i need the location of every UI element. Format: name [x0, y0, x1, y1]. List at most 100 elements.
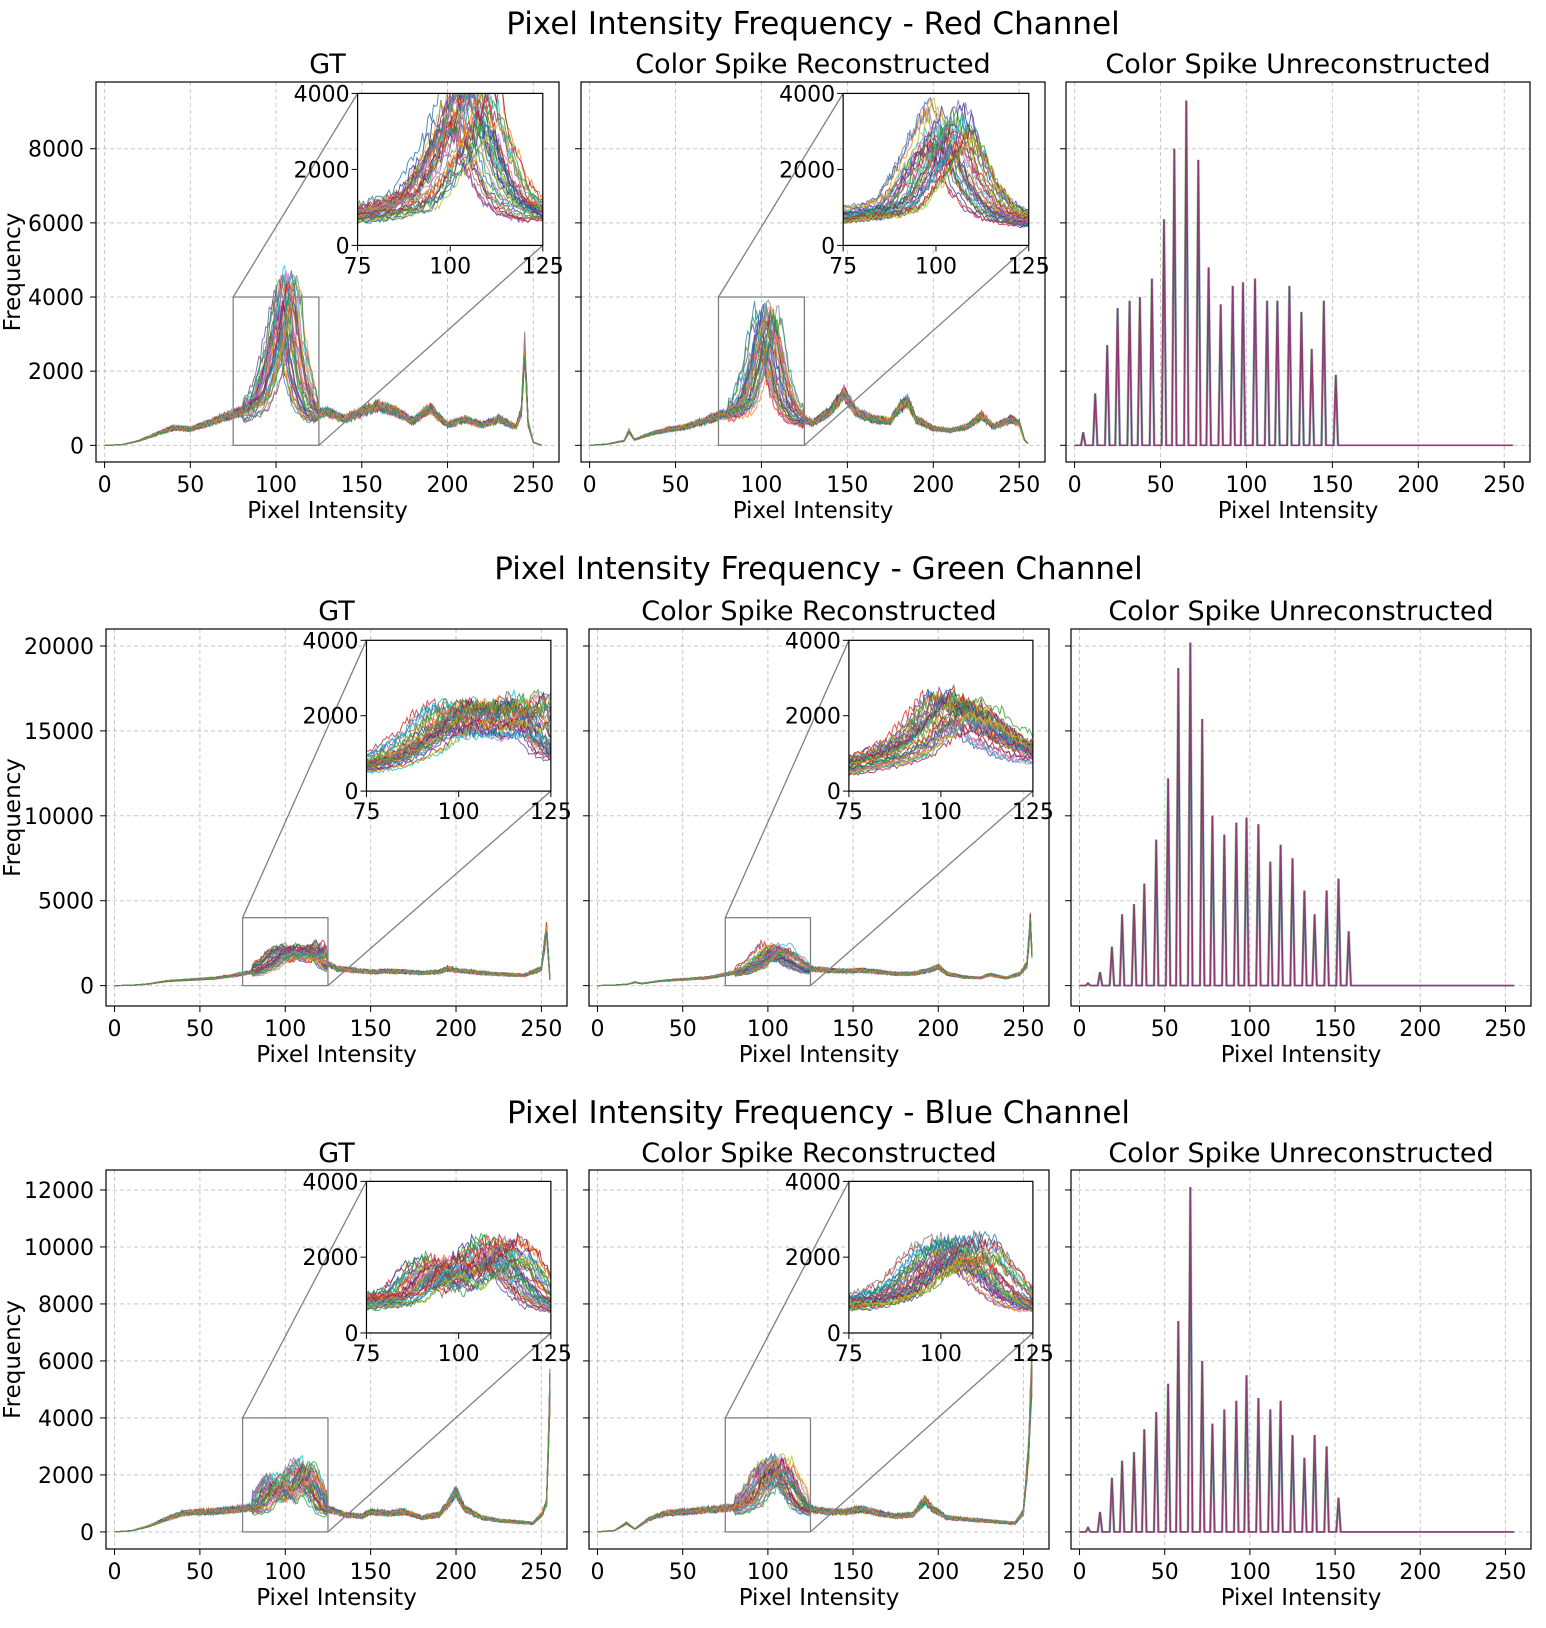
- x-tick-label: 0: [591, 1017, 605, 1042]
- series-line: [597, 1356, 1033, 1533]
- y-tick-label: 4000: [38, 1407, 94, 1432]
- series-line: [114, 1390, 551, 1533]
- inset-y-tick-label: 4000: [302, 629, 358, 654]
- y-tick-label: 10000: [24, 805, 94, 830]
- zoom-connector: [327, 1332, 552, 1533]
- inset-y-tick-label: 4000: [785, 1170, 841, 1195]
- series-line: [597, 1354, 1033, 1533]
- series-line: [597, 1358, 1033, 1533]
- axes-frame: [105, 628, 568, 1007]
- panel-title: Color Spike Reconstructed: [635, 49, 990, 80]
- series-line: [104, 264, 543, 446]
- inset-series-line: [366, 1231, 551, 1301]
- x-axis-label: Pixel Intensity: [733, 498, 894, 524]
- inset-x-tick-label: 75: [352, 1342, 380, 1367]
- x-tick-label: 0: [591, 1560, 605, 1585]
- series-line: [597, 1356, 1033, 1533]
- x-tick-label: 50: [669, 1017, 697, 1042]
- data-series-group: [114, 922, 551, 987]
- inset-series-group: [366, 1231, 551, 1314]
- x-axis-label: Pixel Intensity: [256, 1585, 417, 1611]
- series-line: [114, 934, 551, 987]
- panel-gt: GT 0 50 100 150 200 250 0 2000 4000 6000 8000 Pixel …: [0, 49, 564, 524]
- channel-suptitle: Pixel Intensity Frequency - Blue Channel: [507, 1095, 1130, 1131]
- inset-series-line: [357, 118, 543, 224]
- inset-series-line: [366, 692, 551, 761]
- x-tick-label: 200: [917, 1560, 959, 1585]
- inset-y-tick-label: 0: [344, 780, 358, 805]
- series-line: [104, 275, 543, 446]
- inset-series-line: [848, 1252, 1033, 1308]
- series-line: [597, 1365, 1033, 1533]
- inset-x-tick-label: 125: [1012, 800, 1054, 825]
- x-tick-label: 100: [1229, 1017, 1271, 1042]
- inset-y-tick-label: 0: [827, 780, 841, 805]
- x-tick-label: 50: [186, 1017, 214, 1042]
- series-line: [597, 914, 1033, 987]
- inset-series-line: [848, 711, 1033, 774]
- zoom-connector: [810, 790, 1034, 987]
- inset-series-line: [848, 723, 1033, 776]
- inset-x-tick-label: 125: [530, 1342, 572, 1367]
- x-tick-label: 200: [427, 473, 469, 498]
- panel-unrecon: Color Spike Unreconstructed 0 50 100 150 200 2…: [1065, 1138, 1532, 1611]
- data-series-group: [104, 264, 543, 446]
- x-tick-label: 0: [583, 473, 597, 498]
- axes-frame: [588, 1169, 1050, 1550]
- y-tick-label: 15000: [24, 720, 94, 745]
- series-line: [114, 922, 551, 987]
- zoom-region-box: [232, 296, 320, 446]
- series-line: [114, 922, 551, 987]
- zoom-connector: [232, 93, 359, 298]
- x-tick-label: 150: [341, 473, 383, 498]
- x-tick-label: 250: [512, 473, 554, 498]
- panel-title: GT: [318, 596, 355, 627]
- inset-series-line: [848, 706, 1033, 772]
- x-tick-label: 250: [1002, 1017, 1044, 1042]
- series-line: [597, 1364, 1033, 1533]
- x-tick-label: 200: [917, 1017, 959, 1042]
- x-tick-label: 50: [176, 473, 204, 498]
- inset-x-tick-label: 100: [429, 254, 471, 279]
- x-tick-label: 200: [435, 1017, 477, 1042]
- axes-frame: [105, 1169, 568, 1550]
- series-line: [114, 928, 551, 987]
- inset-axes: 75 100 125 0 2000 4000: [294, 82, 564, 279]
- zoom-region-box: [241, 1417, 329, 1533]
- data-series-group: [1078, 1187, 1515, 1533]
- series-line: [589, 325, 1029, 446]
- inset-axes: 75 100 125 0 2000 4000: [779, 82, 1050, 279]
- series-line: [114, 931, 551, 987]
- zoom-connector: [717, 93, 844, 298]
- x-tick-label: 150: [1311, 473, 1353, 498]
- series-line: [597, 916, 1033, 987]
- panel-unrecon: Color Spike Unreconstructed 0 50 100 150 200 2…: [1060, 49, 1531, 524]
- inset-y-tick-label: 4000: [302, 1170, 358, 1195]
- series-line: [597, 1347, 1033, 1533]
- zoom-region-box: [241, 917, 329, 987]
- x-tick-label: 150: [1314, 1560, 1356, 1585]
- inset-series-line: [366, 722, 551, 775]
- series-line: [114, 928, 551, 987]
- series-line: [114, 931, 551, 987]
- channel-figure-blue: Pixel Intensity Frequency - Blue Channel…: [0, 1095, 1532, 1611]
- inset-series-line: [366, 1235, 551, 1300]
- series-line: [597, 1367, 1033, 1533]
- series-line: [114, 928, 551, 987]
- inset-y-tick-label: 4000: [294, 82, 350, 107]
- inset-series-line: [366, 1264, 551, 1311]
- data-series-group: [1078, 642, 1515, 987]
- axes-frame: [1070, 628, 1532, 1007]
- inset-axes: 75 100 125 0 2000 4000: [302, 629, 571, 825]
- series-line: [114, 934, 551, 987]
- x-tick-label: 0: [108, 1560, 122, 1585]
- panel-recon: Color Spike Reconstructed 0 50 100 150 200 250…: [575, 49, 1050, 524]
- x-tick-label: 100: [740, 473, 782, 498]
- inset-series-line: [357, 93, 543, 214]
- x-tick-label: 200: [912, 473, 954, 498]
- y-tick-label: 6000: [28, 212, 84, 237]
- zoom-region-box: [724, 1417, 812, 1533]
- x-tick-label: 150: [832, 1017, 874, 1042]
- inset-series-line: [366, 1266, 551, 1311]
- inset-series-line: [848, 1238, 1033, 1304]
